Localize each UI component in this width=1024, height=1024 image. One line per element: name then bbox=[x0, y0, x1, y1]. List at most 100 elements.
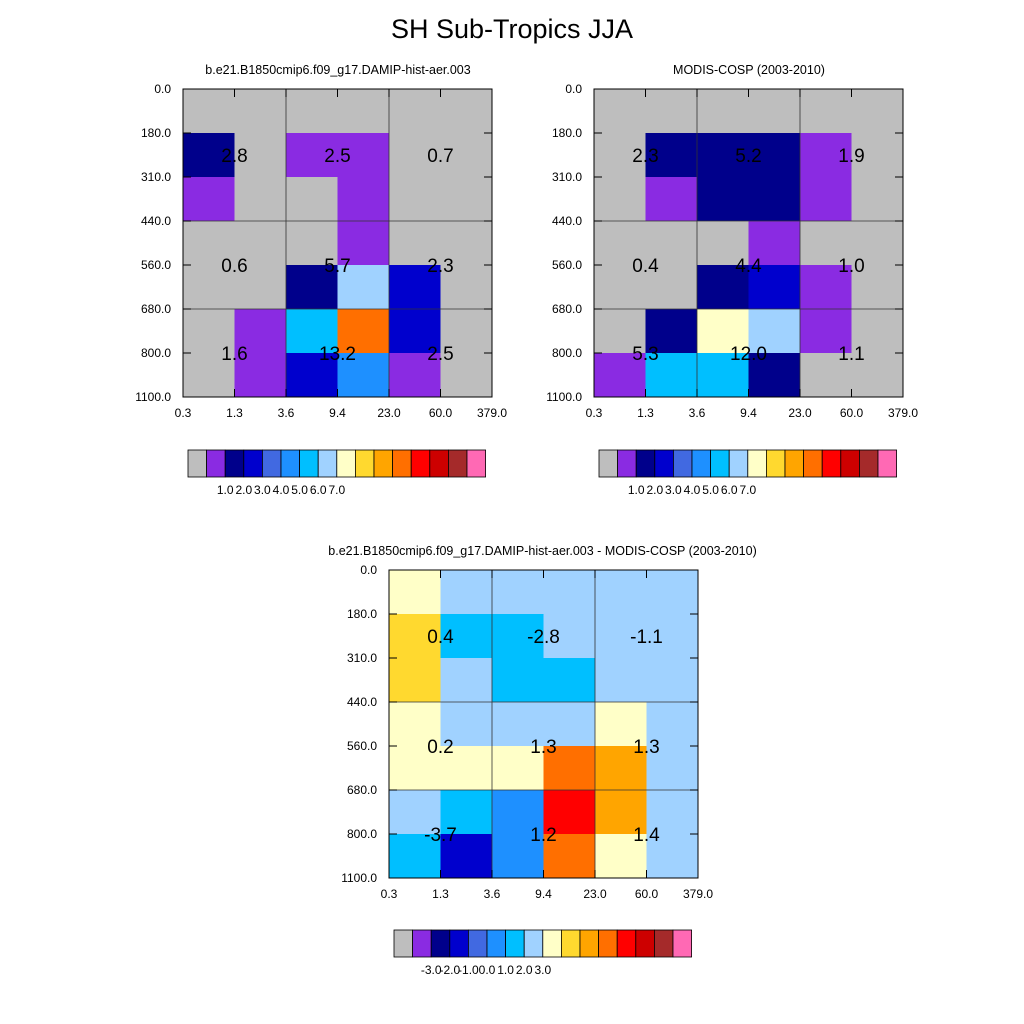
heatmap-cell bbox=[748, 265, 801, 310]
heatmap-cell bbox=[492, 570, 544, 615]
x-tick-label: 23.0 bbox=[377, 406, 401, 420]
heatmap-cell bbox=[440, 221, 493, 266]
cell-value-label: 1.4 bbox=[633, 825, 660, 846]
x-tick-label: 1.3 bbox=[226, 406, 243, 420]
heatmap-cell bbox=[646, 658, 699, 703]
cell-value-label: 1.0 bbox=[838, 256, 864, 277]
y-tick-label: 440.0 bbox=[347, 695, 377, 709]
heatmap-cell bbox=[595, 658, 647, 703]
heatmap-cell bbox=[286, 221, 338, 266]
heatmap-cell bbox=[595, 702, 647, 747]
colorbar-label: -2.0 bbox=[439, 963, 460, 977]
heatmap-cell bbox=[286, 265, 338, 310]
x-tick-label: 0.3 bbox=[381, 887, 398, 901]
heatmap-cell bbox=[594, 309, 646, 354]
heatmap-cell bbox=[389, 614, 441, 659]
heatmap-cell bbox=[851, 353, 904, 398]
colorbar-label: 3.0 bbox=[534, 963, 551, 977]
heatmap-cell bbox=[389, 746, 441, 791]
heatmap-cell bbox=[337, 309, 390, 354]
cell-value-label: 4.4 bbox=[735, 256, 762, 277]
cell-value-label: 5.7 bbox=[324, 256, 350, 277]
colorbar-label: 7.0 bbox=[328, 483, 345, 497]
colorbar-label: 6.0 bbox=[310, 483, 327, 497]
cell-value-label: 2.5 bbox=[324, 146, 350, 167]
heatmap-cell bbox=[645, 309, 698, 354]
x-tick-label: 9.4 bbox=[740, 406, 757, 420]
heatmap-cell bbox=[183, 133, 235, 178]
heatmap-cell bbox=[748, 177, 801, 222]
colorbar-swatch bbox=[523, 929, 544, 958]
colorbar-swatch bbox=[466, 449, 487, 478]
cell-value-label: 2.8 bbox=[221, 146, 247, 167]
heatmap-cell bbox=[440, 265, 493, 310]
heatmap-cell bbox=[595, 614, 647, 659]
colorbar-label: 0.0 bbox=[479, 963, 496, 977]
heatmap-cell bbox=[492, 658, 544, 703]
heatmap-cell bbox=[543, 658, 596, 703]
cell-value-label: 13.2 bbox=[319, 344, 356, 365]
colorbar-label: 2.0 bbox=[516, 963, 533, 977]
heatmap-cell bbox=[645, 177, 698, 222]
y-tick-label: 1100.0 bbox=[341, 871, 377, 885]
heatmap-cell bbox=[286, 89, 338, 134]
y-tick-label: 800.0 bbox=[347, 827, 377, 841]
cell-value-label: 0.7 bbox=[427, 146, 453, 167]
heatmap-cell bbox=[646, 702, 699, 747]
cell-value-label: 0.6 bbox=[221, 256, 247, 277]
heatmap-cell bbox=[851, 265, 904, 310]
heatmap-cell bbox=[440, 790, 493, 835]
heatmap-cell bbox=[645, 265, 698, 310]
colorbar-label: 3.0 bbox=[254, 483, 271, 497]
heatmap-cell bbox=[183, 353, 235, 398]
heatmap-cell bbox=[337, 221, 390, 266]
heatmap-cell bbox=[800, 177, 852, 222]
heatmap-cell bbox=[183, 221, 235, 266]
x-tick-label: 379.0 bbox=[888, 406, 918, 420]
heatmap-cell bbox=[389, 221, 441, 266]
heatmap-cell bbox=[543, 702, 596, 747]
colorbar-swatch bbox=[412, 929, 432, 958]
heatmap-cell bbox=[543, 790, 596, 835]
heatmap-cell bbox=[234, 309, 287, 354]
cell-value-label: 5.3 bbox=[632, 344, 658, 365]
colorbar-swatch bbox=[654, 929, 674, 958]
x-tick-label: 9.4 bbox=[329, 406, 346, 420]
cell-value-label: 1.6 bbox=[221, 344, 247, 365]
y-tick-label: 440.0 bbox=[552, 214, 582, 228]
y-tick-label: 560.0 bbox=[141, 258, 171, 272]
y-tick-label: 440.0 bbox=[141, 214, 171, 228]
cell-value-label: 0.4 bbox=[427, 627, 454, 648]
heatmap-cell bbox=[543, 570, 596, 615]
colorbar-swatch bbox=[561, 929, 581, 958]
y-tick-label: 680.0 bbox=[347, 783, 377, 797]
colorbar-label: 4.0 bbox=[273, 483, 290, 497]
colorbar-swatch bbox=[505, 929, 525, 958]
heatmap-cell bbox=[800, 309, 852, 354]
heatmap-cell bbox=[646, 834, 699, 879]
colorbar-label: 3.0 bbox=[665, 483, 682, 497]
y-tick-label: 680.0 bbox=[141, 302, 171, 316]
heatmap-cell bbox=[645, 89, 698, 134]
heatmap-cell bbox=[697, 89, 749, 134]
x-tick-label: 9.4 bbox=[535, 887, 552, 901]
y-tick-label: 560.0 bbox=[347, 739, 377, 753]
colorbar-label: 1.0 bbox=[628, 483, 645, 497]
heatmap-cell bbox=[389, 133, 441, 178]
heatmap-cell bbox=[697, 353, 749, 398]
colorbar-label: 4.0 bbox=[684, 483, 701, 497]
cell-value-label: 1.9 bbox=[838, 146, 864, 167]
cell-value-label: -1.1 bbox=[630, 627, 663, 648]
heatmap-cell bbox=[389, 177, 441, 222]
cell-value-label: 2.3 bbox=[427, 256, 453, 277]
heatmap-cell bbox=[183, 177, 235, 222]
y-tick-label: 0.0 bbox=[565, 82, 582, 96]
x-tick-label: 60.0 bbox=[635, 887, 659, 901]
heatmap-cell bbox=[594, 177, 646, 222]
heatmap-cell bbox=[697, 177, 749, 222]
colorbar-label: 7.0 bbox=[739, 483, 756, 497]
cell-value-label: 2.5 bbox=[427, 344, 453, 365]
x-tick-label: 379.0 bbox=[477, 406, 507, 420]
